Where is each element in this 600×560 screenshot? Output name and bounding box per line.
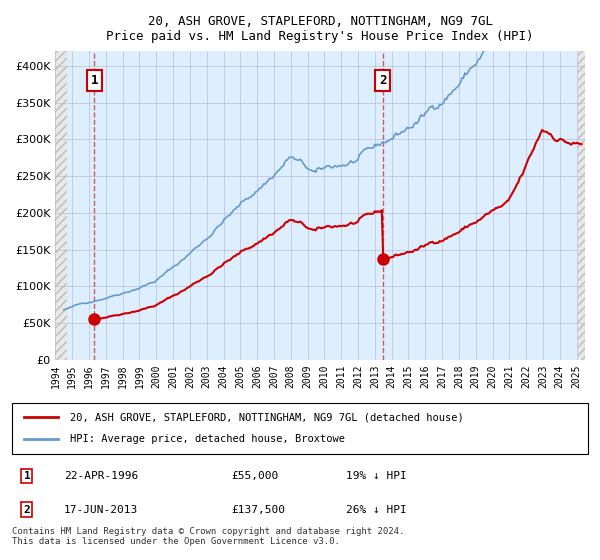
- Text: 19% ↓ HPI: 19% ↓ HPI: [346, 471, 407, 481]
- Text: 2: 2: [379, 74, 386, 87]
- Bar: [578, 51, 585, 360]
- Title: 20, ASH GROVE, STAPLEFORD, NOTTINGHAM, NG9 7GL
Price paid vs. HM Land Registry's: 20, ASH GROVE, STAPLEFORD, NOTTINGHAM, N…: [106, 15, 534, 43]
- Bar: [55, 51, 67, 360]
- Bar: [578, 51, 585, 360]
- Text: Contains HM Land Registry data © Crown copyright and database right 2024.
This d: Contains HM Land Registry data © Crown c…: [12, 526, 404, 546]
- Text: 1: 1: [91, 74, 98, 87]
- FancyBboxPatch shape: [12, 403, 588, 454]
- Text: 20, ASH GROVE, STAPLEFORD, NOTTINGHAM, NG9 7GL (detached house): 20, ASH GROVE, STAPLEFORD, NOTTINGHAM, N…: [70, 412, 463, 422]
- Text: 2: 2: [23, 505, 30, 515]
- Text: £137,500: £137,500: [231, 505, 285, 515]
- Text: 22-APR-1996: 22-APR-1996: [64, 471, 138, 481]
- Text: £55,000: £55,000: [231, 471, 278, 481]
- Text: 1: 1: [23, 471, 30, 481]
- Text: 26% ↓ HPI: 26% ↓ HPI: [346, 505, 407, 515]
- Bar: [55, 51, 67, 360]
- Text: 17-JUN-2013: 17-JUN-2013: [64, 505, 138, 515]
- Text: HPI: Average price, detached house, Broxtowe: HPI: Average price, detached house, Brox…: [70, 435, 344, 445]
